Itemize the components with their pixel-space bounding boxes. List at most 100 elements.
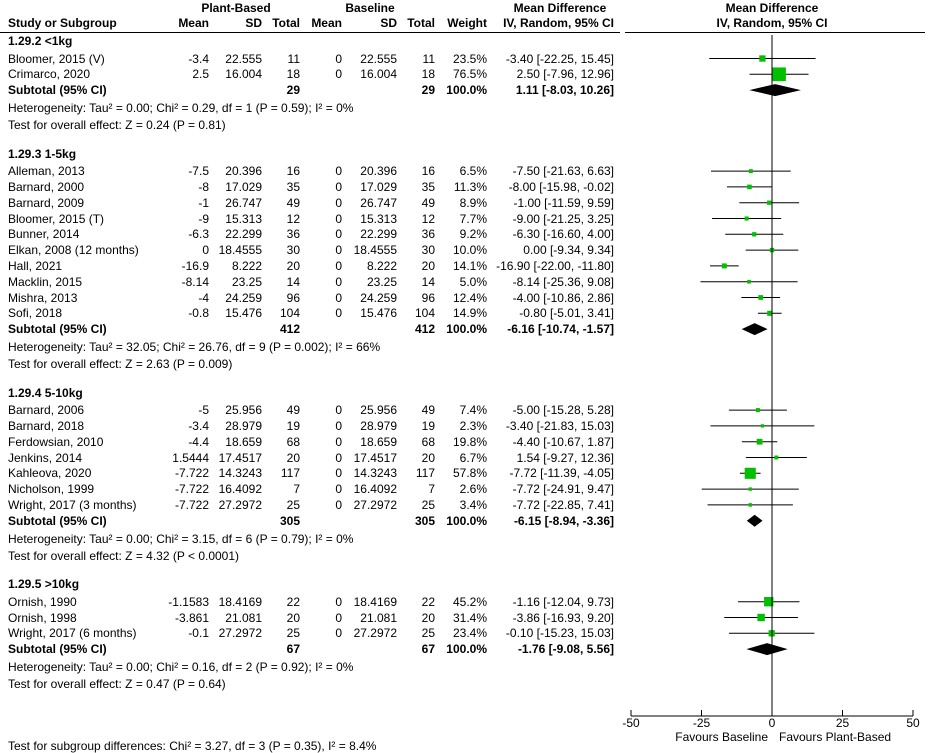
- mean-difference-ci: -6.30 [-16.60, 4.00]: [512, 227, 614, 242]
- bl-sd: 18.4555: [353, 243, 397, 258]
- subtotal-pb-total: 67: [286, 642, 300, 657]
- pb-mean: -1: [198, 195, 209, 210]
- subtotal-weight: 100.0%: [446, 83, 487, 98]
- subtotal-diamond: [741, 323, 768, 336]
- subgroup-title: 1.29.4 5-10kg: [8, 385, 83, 400]
- heterogeneity-text: Heterogeneity: Tau² = 32.05; Chi² = 26.7…: [8, 340, 381, 355]
- bl-mean-header: Mean: [311, 16, 342, 30]
- pb-total: 68: [286, 434, 300, 449]
- bl-sd: 27.2972: [353, 626, 397, 641]
- pb-mean: -1.1583: [168, 594, 209, 609]
- bl-sd: 15.476: [360, 306, 397, 321]
- weight: 11.3%: [453, 179, 487, 194]
- bl-sd: 17.4517: [353, 450, 397, 465]
- bl-sd: 18.659: [360, 434, 397, 449]
- pb-sd: 17.4517: [218, 450, 262, 465]
- bl-mean: 0: [335, 258, 342, 273]
- weight: 6.5%: [459, 164, 487, 179]
- bl-sd: 16.004: [360, 67, 397, 82]
- pb-sd: 27.2972: [218, 626, 262, 641]
- pb-mean: -16.9: [181, 258, 209, 273]
- bl-sd: 25.956: [360, 403, 397, 418]
- mean-difference-ci: -8.14 [-25.36, 9.08]: [512, 274, 614, 289]
- weight: 7.7%: [459, 211, 487, 226]
- pb-mean: -5: [198, 403, 209, 418]
- bl-total: 35: [421, 179, 435, 194]
- bl-sd: 18.4169: [353, 594, 397, 609]
- pb-sd: 18.659: [225, 434, 262, 449]
- bl-mean: 0: [335, 418, 342, 433]
- mean-difference-ci: 1.54 [-9.27, 12.36]: [516, 450, 614, 465]
- bl-total: 12: [421, 211, 435, 226]
- bl-total: 68: [421, 434, 435, 449]
- bl-sd: 22.555: [360, 51, 397, 66]
- pb-mean: -4.4: [188, 434, 209, 449]
- study-name: Bunner, 2014: [8, 227, 80, 242]
- subtotal-ci: -6.15 [-8.94, -3.36]: [513, 513, 614, 528]
- bl-mean: 0: [335, 274, 342, 289]
- mean-difference-ci: 2.50 [-7.96, 12.96]: [516, 67, 614, 82]
- study-marker: [748, 169, 753, 174]
- plot-method-header: IV, Random, 95% CI: [716, 16, 828, 30]
- pb-total: 25: [286, 626, 300, 641]
- pb-mean: -8: [198, 179, 209, 194]
- weight: 23.4%: [452, 626, 487, 641]
- bl-mean: 0: [335, 594, 342, 609]
- bl-sd: 15.313: [360, 211, 397, 226]
- study-marker: [767, 200, 772, 205]
- bl-sd-header: SD: [380, 16, 397, 30]
- bl-sd: 23.25: [366, 274, 397, 289]
- pb-sd: 25.956: [225, 403, 262, 418]
- study-name: Crimarco, 2020: [8, 67, 91, 82]
- bl-total: 20: [421, 258, 435, 273]
- overall-effect-text: Test for overall effect: Z = 4.32 (P < 0…: [8, 548, 240, 563]
- subtotal-ci: -6.16 [-10.74, -1.57]: [507, 322, 614, 337]
- bl-total: 16: [421, 164, 435, 179]
- bl-sd: 22.299: [360, 227, 397, 242]
- study-name: Barnard, 2006: [8, 403, 85, 418]
- pb-sd: 14.3243: [218, 466, 262, 481]
- bl-mean: 0: [335, 164, 342, 179]
- mean-difference-ci: -0.80 [-5.01, 3.41]: [519, 306, 614, 321]
- pb-sd: 27.2972: [218, 497, 262, 512]
- pb-mean: -7.722: [174, 466, 209, 481]
- bl-sd: 21.081: [360, 610, 397, 625]
- bl-total: 18: [421, 67, 435, 82]
- plant-based-group-header: Plant-Based: [201, 1, 271, 15]
- bl-total: 22: [421, 594, 435, 609]
- study-name: Barnard, 2009: [8, 195, 85, 210]
- pb-mean: -3.4: [188, 51, 209, 66]
- pb-mean: -4: [198, 290, 209, 305]
- pb-sd: 21.081: [225, 610, 262, 625]
- study-marker: [767, 310, 773, 316]
- study-name: Sofi, 2018: [8, 306, 63, 321]
- study-marker: [744, 216, 749, 221]
- subgroup-differences-test: Test for subgroup differences: Chi² = 3.…: [8, 739, 377, 753]
- pb-sd: 8.222: [231, 258, 262, 273]
- pb-total: 14: [286, 274, 300, 289]
- pb-sd: 15.476: [225, 306, 262, 321]
- subtotal-bl-total: 67: [421, 642, 435, 657]
- bl-mean: 0: [335, 497, 342, 512]
- pb-sd: 24.259: [225, 290, 262, 305]
- pb-mean-header: Mean: [178, 16, 209, 30]
- bl-total: 49: [421, 195, 435, 210]
- weight: 3.4%: [459, 497, 487, 512]
- weight: 9.2%: [459, 227, 487, 242]
- mean-difference-ci: -4.40 [-10.67, 1.87]: [512, 434, 614, 449]
- weight: 10.0%: [452, 243, 487, 258]
- mean-difference-ci: -5.00 [-15.28, 5.28]: [512, 403, 614, 418]
- pb-mean: -6.3: [188, 227, 209, 242]
- subtotal-pb-total: 305: [279, 513, 300, 528]
- pb-sd: 18.4169: [218, 594, 262, 609]
- study-name: Hall, 2021: [8, 258, 63, 273]
- bl-total: 36: [421, 227, 435, 242]
- weight: 14.1%: [452, 258, 487, 273]
- bl-mean: 0: [335, 450, 342, 465]
- subtotal-bl-total: 412: [414, 322, 435, 337]
- pb-total: 7: [293, 482, 300, 497]
- bl-total: 20: [421, 450, 435, 465]
- pb-total: 20: [286, 258, 300, 273]
- mean-difference-ci: 0.00 [-9.34, 9.34]: [523, 243, 614, 258]
